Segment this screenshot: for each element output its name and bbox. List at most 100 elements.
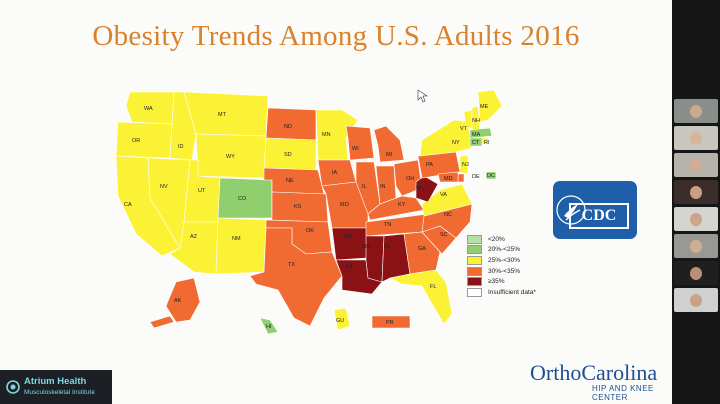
legend-label: 20%-<25% — [488, 246, 520, 254]
label-WI: WI — [352, 146, 359, 152]
label-ND: ND — [284, 124, 292, 130]
label-GU: GU — [336, 318, 344, 324]
atrium-health-name: Atrium Health — [24, 376, 87, 387]
label-AL: AL — [384, 244, 391, 250]
label-PR: PR — [386, 320, 394, 326]
slide-title: Obesity Trends Among U.S. Adults 2016 — [92, 20, 580, 52]
label-NC: NC — [444, 212, 452, 218]
label-UT: UT — [198, 188, 206, 194]
legend-item: Insufficient data* — [467, 287, 536, 298]
label-SD: SD — [284, 152, 292, 158]
legend-label: 25%-<30% — [488, 256, 520, 264]
label-OK: OK — [306, 228, 314, 234]
label-OH: OH — [406, 176, 414, 182]
participant-video-tile[interactable] — [674, 234, 718, 258]
label-MD: MD — [444, 176, 453, 182]
state-OH — [393, 159, 423, 197]
state-GA — [403, 231, 441, 275]
label-AK: AK — [174, 298, 182, 304]
state-NY — [419, 119, 473, 157]
atrium-health-subtitle: Musculoskeletal Institute — [24, 389, 95, 396]
state-DC — [485, 171, 497, 180]
legend-swatch-25to30 — [467, 255, 482, 265]
label-NE: NE — [286, 178, 294, 184]
participant-video-tile[interactable] — [674, 207, 718, 231]
state-PR — [371, 315, 411, 329]
label-DC: DC — [487, 173, 495, 179]
legend-swatch-20to25 — [467, 245, 482, 255]
state-FL — [389, 269, 453, 325]
legend-swatch-insufficient — [467, 287, 482, 297]
label-NV: NV — [160, 184, 168, 190]
state-AK-chain — [149, 315, 175, 329]
label-MN: MN — [322, 132, 331, 138]
label-DE: DE — [472, 174, 480, 180]
state-NE — [263, 167, 325, 195]
legend-swatch-30to35 — [467, 266, 482, 276]
presentation-slide: Obesity Trends Among U.S. Adults 2016 — [0, 0, 672, 404]
participant-video-tile[interactable] — [674, 288, 718, 312]
label-WV: WV — [416, 186, 425, 192]
participant-video-tile[interactable] — [674, 153, 718, 177]
label-FL: FL — [430, 284, 436, 290]
label-KY: KY — [398, 202, 406, 208]
label-MI: MI — [386, 152, 393, 158]
state-MA — [469, 127, 493, 139]
state-MT — [183, 91, 269, 137]
state-RI — [481, 137, 489, 145]
state-MS — [365, 235, 385, 283]
label-WY: WY — [226, 154, 235, 160]
label-HI: HI — [266, 324, 272, 330]
label-IL: IL — [362, 184, 367, 190]
mouse-cursor-icon — [417, 89, 428, 103]
label-MS: MS — [362, 244, 371, 250]
label-ME: ME — [480, 104, 489, 110]
legend-label: Insufficient data* — [488, 288, 536, 296]
state-VA — [421, 183, 473, 217]
legend-swatch-ge35 — [467, 277, 482, 287]
label-MO: MO — [340, 202, 350, 208]
hhs-eagle-icon — [556, 195, 586, 225]
participant-video-tile[interactable] — [674, 180, 718, 204]
legend-swatch-lt20 — [467, 234, 482, 244]
legend-item: <20% — [467, 234, 536, 245]
state-MD — [437, 171, 459, 183]
state-DE — [457, 173, 465, 183]
label-VT: VT — [460, 126, 468, 132]
label-NH: NH — [472, 118, 480, 124]
us-obesity-map: WA OR CA ID MT WY NV UT AZ CO NM ND SD N… — [115, 89, 503, 335]
state-CT — [469, 137, 483, 147]
label-NY: NY — [452, 140, 460, 146]
participant-video-tile[interactable] — [674, 261, 718, 285]
state-MI — [373, 125, 405, 163]
label-LA: LA — [346, 264, 353, 270]
legend-label: ≥35% — [488, 278, 505, 286]
legend-item: 25%-<30% — [467, 255, 536, 266]
label-NM: NM — [232, 236, 241, 242]
label-AR: AR — [344, 234, 352, 240]
state-WI — [345, 125, 375, 161]
state-HI — [259, 317, 279, 335]
cdc-logo — [553, 181, 637, 239]
label-IA: IA — [332, 170, 338, 176]
label-RI: RI — [484, 140, 490, 146]
map-legend: <20% 20%-<25% 25%-<30% 30%-<35% ≥35% Ins… — [467, 234, 536, 298]
participant-video-tile[interactable] — [674, 99, 718, 123]
atrium-logo-icon — [6, 380, 20, 394]
label-PA: PA — [426, 162, 433, 168]
participant-video-tile[interactable] — [674, 126, 718, 150]
label-NJ: NJ — [462, 162, 469, 168]
state-AK — [165, 277, 201, 323]
state-NJ — [459, 155, 469, 175]
atrium-health-logo — [0, 370, 112, 404]
label-SC: SC — [440, 232, 448, 238]
legend-label: <20% — [488, 235, 505, 243]
cdc-logo-text: CDC — [569, 203, 629, 229]
state-TX — [249, 227, 343, 327]
label-GA: GA — [418, 246, 426, 252]
state-labels: WA OR CA ID MT WY NV UT AZ CO NM ND SD N… — [124, 104, 495, 330]
label-VA: VA — [440, 192, 447, 198]
label-OR: OR — [132, 138, 140, 144]
state-OR — [115, 121, 173, 159]
state-ME — [477, 89, 503, 123]
